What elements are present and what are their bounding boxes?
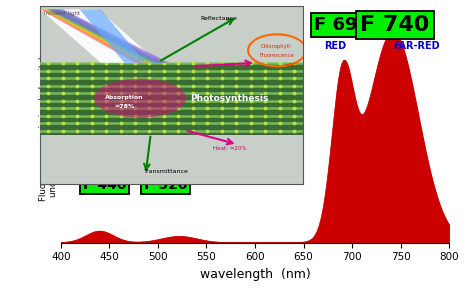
- Polygon shape: [40, 9, 159, 63]
- Text: Fluorescence: Fluorescence: [260, 53, 294, 58]
- Text: Photosynthesis: Photosynthesis: [191, 94, 269, 103]
- Text: Heat: ≈20%: Heat: ≈20%: [213, 146, 246, 151]
- Polygon shape: [44, 9, 157, 63]
- Text: F 690: F 690: [314, 16, 370, 34]
- X-axis label: wavelength  (nm): wavelength (nm): [200, 268, 310, 281]
- Text: ≈78%: ≈78%: [114, 104, 135, 109]
- Text: Incident light: Incident light: [44, 11, 80, 16]
- Text: GREEN: GREEN: [146, 151, 183, 161]
- Polygon shape: [80, 9, 146, 63]
- Text: F 520: F 520: [144, 178, 188, 192]
- Text: RED: RED: [325, 41, 346, 51]
- Bar: [40, 63, 303, 134]
- Polygon shape: [47, 9, 165, 63]
- Text: Reflectance: Reflectance: [201, 16, 237, 21]
- Polygon shape: [49, 9, 169, 63]
- Y-axis label: Fluorescence emission (rel. units)
under natural solar illumination: Fluorescence emission (rel. units) under…: [39, 56, 58, 201]
- Polygon shape: [40, 9, 149, 63]
- Text: FAR-RED: FAR-RED: [393, 41, 439, 51]
- Text: F 740: F 740: [360, 15, 429, 35]
- Text: Transmittance: Transmittance: [144, 169, 189, 174]
- Polygon shape: [46, 9, 161, 63]
- Text: Absorption: Absorption: [105, 95, 144, 100]
- Text: ≈2%: ≈2%: [285, 63, 298, 68]
- Text: BLUE: BLUE: [91, 151, 118, 161]
- Polygon shape: [42, 9, 154, 63]
- Text: Chlorophyll-: Chlorophyll-: [261, 44, 293, 49]
- Text: F 440: F 440: [83, 178, 126, 192]
- Ellipse shape: [94, 79, 186, 118]
